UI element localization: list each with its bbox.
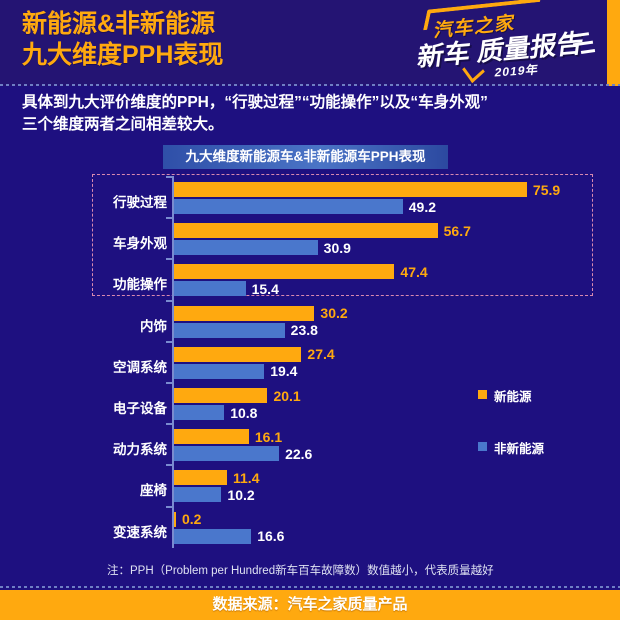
bar-新能源 xyxy=(174,388,268,403)
category-label: 内饰 xyxy=(140,318,167,334)
bar-新能源 xyxy=(174,511,176,527)
category-label: 行驶过程 xyxy=(113,195,167,210)
axis-tick xyxy=(166,340,172,343)
logo-speedline-icon xyxy=(580,49,596,54)
category-label: 变速系统 xyxy=(113,524,167,540)
autohome-report-logo: 汽车之家 新车 质量报告 2019年 xyxy=(416,0,596,84)
axis-tick xyxy=(166,299,172,302)
bar-value-label: 10.8 xyxy=(230,404,258,421)
subtitle-text: 具体到九大评价维度的PPH，“行驶过程”“功能操作”以及“车身外观” 三个维度两… xyxy=(22,94,488,133)
highlight-region xyxy=(92,174,593,296)
legend-label-new-energy: 新能源 xyxy=(494,390,532,404)
axis-tick xyxy=(166,423,172,426)
bar-value-label: 23.8 xyxy=(290,322,318,339)
bar-chart: 行驶过程 75.9 49.2 车身外观 56.7 30.9 功能操作 47.4 15.4 内饰 30… xyxy=(0,172,620,557)
bar-新能源 xyxy=(174,223,438,239)
axis-tick xyxy=(166,217,172,220)
bar-非新能源 xyxy=(174,487,222,503)
bar-非新能源 xyxy=(174,281,246,297)
legend-swatch-non-new-energy xyxy=(478,442,487,451)
axis-tick xyxy=(166,505,172,508)
bar-非新能源 xyxy=(174,199,403,214)
legend-label-non-new-energy: 非新能源 xyxy=(494,442,545,456)
chart-axis xyxy=(172,176,174,548)
bar-非新能源 xyxy=(174,240,318,256)
legend-swatch-new-energy xyxy=(478,390,487,399)
axis-tick xyxy=(166,464,172,467)
category-label: 车身外观 xyxy=(113,236,167,252)
logo-year-text: 2019年 xyxy=(493,62,540,80)
bar-value-label: 15.4 xyxy=(251,280,279,297)
bar-新能源 xyxy=(174,264,395,280)
footer-divider xyxy=(0,586,620,588)
bar-value-label: 16.6 xyxy=(257,528,285,545)
chart-title: 九大维度新能源车&非新能源车PPH表现 xyxy=(163,145,448,169)
bar-非新能源 xyxy=(174,405,225,420)
bar-非新能源 xyxy=(174,322,285,338)
bar-新能源 xyxy=(174,346,302,362)
bar-非新能源 xyxy=(174,528,252,544)
bar-value-label: 75.9 xyxy=(532,181,561,198)
bar-value-label: 10.2 xyxy=(227,486,255,503)
category-label: 功能操作 xyxy=(113,277,167,293)
bar-新能源 xyxy=(174,470,227,486)
page-title: 新能源&非新能源 九大维度PPH表现 xyxy=(22,10,224,69)
bar-value-label: 30.2 xyxy=(320,305,348,322)
bar-value-label: 11.4 xyxy=(233,469,260,486)
bar-新能源 xyxy=(174,305,315,321)
bar-value-label: 22.6 xyxy=(285,445,313,462)
bar-新能源 xyxy=(174,429,249,445)
bar-value-label: 56.7 xyxy=(443,222,471,239)
header: 新能源&非新能源 九大维度PPH表现 汽车之家 新车 质量报告 2019年 xyxy=(0,0,620,86)
bar-value-label: 49.2 xyxy=(408,198,437,215)
bar-value-label: 0.2 xyxy=(182,511,202,528)
chart-note: 注：PPH（Problem per Hundred新车百车故障数）数值越小，代表… xyxy=(107,565,494,577)
axis-tick xyxy=(166,382,172,384)
bar-value-label: 27.4 xyxy=(307,346,335,363)
category-label: 动力系统 xyxy=(113,442,167,458)
data-source-text: 数据来源：汽车之家质量产品 xyxy=(212,596,408,613)
bar-非新能源 xyxy=(174,363,265,379)
category-label: 座椅 xyxy=(140,483,167,499)
bar-value-label: 47.4 xyxy=(400,263,428,280)
footer-bar: 数据来源：汽车之家质量产品 xyxy=(0,590,620,620)
category-label: 空调系统 xyxy=(113,359,167,375)
bar-非新能源 xyxy=(174,446,280,462)
header-accent-bar xyxy=(607,0,620,86)
axis-tick xyxy=(166,258,172,261)
bar-value-label: 16.1 xyxy=(254,428,283,445)
axis-tick xyxy=(166,176,172,178)
bar-value-label: 19.4 xyxy=(270,363,298,380)
header-divider xyxy=(0,84,620,86)
category-label: 电子设备 xyxy=(113,401,167,416)
bar-新能源 xyxy=(174,182,527,197)
bar-value-label: 30.9 xyxy=(323,239,351,256)
bar-value-label: 20.1 xyxy=(273,387,301,404)
